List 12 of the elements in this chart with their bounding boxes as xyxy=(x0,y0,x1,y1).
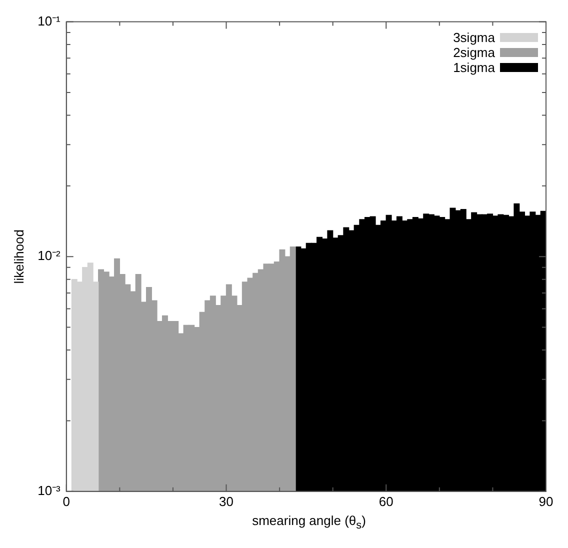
legend-label: 2sigma xyxy=(453,45,495,60)
y-tick-label: 10⁻² xyxy=(38,248,62,264)
y-axis-title: likelihood xyxy=(11,230,26,284)
x-tick-label: 30 xyxy=(219,494,234,509)
x-tick-label: 0 xyxy=(62,494,70,509)
x-axis-title: smearing angle (θ$_{s}$) xyxy=(251,513,367,532)
y-tick-label: 10⁻³ xyxy=(38,482,62,498)
y-tick-label: 10⁻¹ xyxy=(38,13,62,28)
legend-label: 3sigma xyxy=(453,30,495,45)
x-tick-label: 90 xyxy=(538,494,554,509)
legend-label: 1sigma xyxy=(453,60,495,75)
x-tick-label: 60 xyxy=(378,494,394,509)
